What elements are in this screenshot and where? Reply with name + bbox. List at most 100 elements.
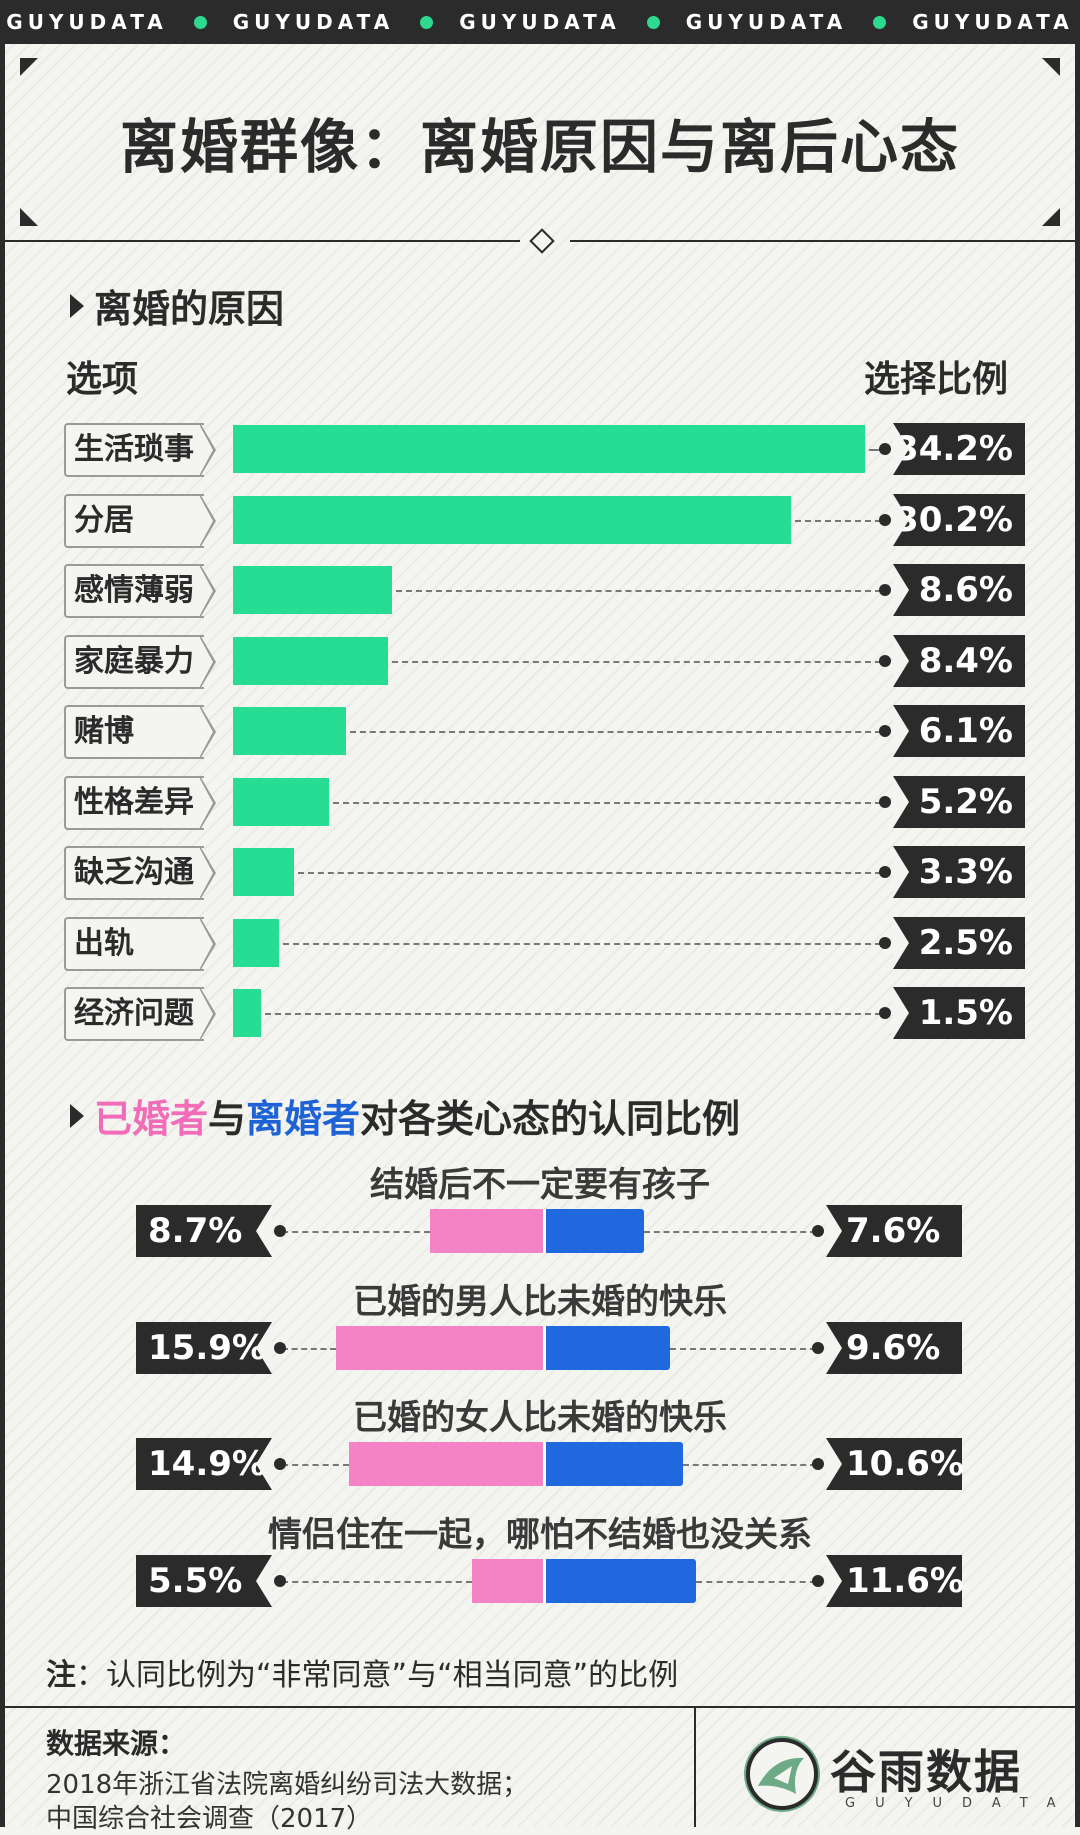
leader-line (795, 519, 881, 522)
divorced-value-label: 11.6% (846, 1560, 964, 1601)
value-badge: 1.5% (893, 987, 1025, 1039)
leader-dot (879, 866, 891, 878)
reason-row: 出轨 2.5% (0, 916, 1080, 971)
value-badge: 8.6% (893, 564, 1025, 616)
leader-dot (812, 1458, 824, 1470)
banner-text: GUYUDATA (685, 10, 848, 34)
section-title-married: 已婚者 (94, 1097, 209, 1141)
married-bar (471, 1558, 544, 1603)
leader-dot (879, 795, 891, 808)
label-arrow-icon (200, 637, 213, 686)
attitude-question: 情侣住在一起，哪怕不结婚也没关系 (268, 1514, 812, 1555)
corner-triangle-icon (1042, 58, 1060, 76)
divorced-bar (544, 1442, 683, 1486)
reason-bar (233, 425, 865, 473)
badge-notch-icon (256, 1554, 272, 1607)
leader-dot (879, 654, 891, 667)
footer-divider (0, 1706, 1080, 1708)
center-divider (543, 1209, 546, 1253)
leader-line (869, 449, 881, 451)
reason-bar (233, 495, 792, 544)
label-arrow-icon (200, 919, 213, 968)
reason-bar (233, 848, 294, 896)
married-value-badge: 14.9% (136, 1438, 272, 1490)
value-label: 30.2% (895, 499, 1013, 540)
reason-bar (233, 989, 261, 1037)
value-badge: 3.3% (893, 846, 1025, 898)
corner-triangle-icon (20, 58, 38, 76)
leader-dot (812, 1225, 824, 1237)
reason-row: 经济问题 1.5% (0, 987, 1080, 1041)
badge-notch-icon (893, 987, 909, 1039)
badge-notch-icon (893, 564, 909, 616)
top-banner: GUYUDATA GUYUDATA GUYUDATA GUYUDATA GUYU… (0, 0, 1080, 44)
label-arrow-icon (200, 708, 213, 756)
bird-logo-icon (744, 1736, 820, 1812)
badge-notch-icon (893, 775, 909, 828)
section-title-divorced: 离婚者 (246, 1097, 361, 1141)
divorced-value-badge: 9.6% (826, 1321, 962, 1374)
married-value-badge: 15.9% (136, 1321, 272, 1374)
leader-line (282, 1231, 431, 1233)
leader-line (669, 1347, 816, 1350)
married-value-label: 8.7% (148, 1211, 243, 1251)
leader-dot (879, 584, 891, 596)
badge-notch-icon (826, 1321, 842, 1374)
attitude-question: 已婚的男人比未婚的快乐 (353, 1281, 727, 1322)
center-divider (543, 1325, 546, 1370)
badge-notch-icon (893, 705, 909, 757)
label-arrow-icon (200, 426, 213, 474)
value-badge: 34.2% (893, 423, 1025, 475)
green-dot-icon (646, 15, 660, 29)
leader-dot (812, 1574, 824, 1587)
reason-label: 性格差异 (64, 775, 204, 830)
leader-line (283, 942, 881, 945)
leader-dot (879, 936, 891, 949)
section-title-reasons: 离婚的原因 (70, 278, 284, 333)
married-value-label: 5.5% (148, 1560, 243, 1601)
leader-dot (879, 443, 891, 455)
reason-label: 分居 (64, 493, 204, 548)
reason-label: 家庭暴力 (64, 634, 204, 689)
reason-label: 赌博 (64, 705, 204, 759)
leader-line (695, 1580, 816, 1583)
leader-dot (879, 725, 891, 737)
reason-row: 感情薄弱 8.6% (0, 564, 1080, 618)
divider-line (570, 240, 1080, 242)
reason-row: 缺乏沟通 3.3% (0, 846, 1080, 900)
badge-notch-icon (256, 1321, 272, 1374)
value-label: 6.1% (918, 711, 1013, 751)
married-value-label: 14.9% (148, 1444, 266, 1484)
source-title: 数据来源： (46, 1727, 187, 1760)
divorced-value-label: 10.6% (846, 1444, 964, 1484)
banner-text: GUYUDATA (912, 10, 1074, 34)
reason-label: 生活琐事 (64, 423, 204, 477)
badge-notch-icon (893, 846, 909, 898)
badge-notch-icon (893, 916, 909, 969)
attitude-question: 结婚后不一定要有孩子 (370, 1165, 710, 1205)
logo-subtitle: GUYUDATA (845, 1796, 1076, 1811)
reason-row: 性格差异 5.2% (0, 775, 1080, 830)
divorced-bar (544, 1558, 696, 1603)
leader-dot (274, 1225, 286, 1237)
value-badge: 5.2% (893, 775, 1025, 828)
source-line: 中国综合社会调查（2017） (46, 1804, 373, 1834)
leader-dot (812, 1341, 824, 1354)
leader-line (282, 1347, 336, 1350)
divorced-bar (544, 1325, 670, 1370)
reason-label: 经济问题 (64, 987, 204, 1041)
column-header-option: 选项 (66, 359, 139, 400)
footnote-text: ：认同比例为“非常同意”与“相当同意”的比例 (76, 1658, 679, 1693)
section-title-rest: 对各类心态的认同比例 (360, 1097, 741, 1141)
value-label: 2.5% (918, 922, 1013, 963)
footnote-prefix: 注 (46, 1658, 76, 1693)
leader-line (282, 1464, 349, 1466)
green-dot-icon (420, 15, 434, 29)
reason-bar (233, 636, 389, 685)
reason-bar (233, 918, 280, 967)
attitude-question: 已婚的女人比未婚的快乐 (353, 1398, 727, 1438)
banner-text: GUYUDATA (459, 10, 621, 34)
value-badge: 2.5% (893, 916, 1025, 969)
value-label: 3.3% (918, 852, 1013, 892)
reason-bar (233, 777, 330, 826)
